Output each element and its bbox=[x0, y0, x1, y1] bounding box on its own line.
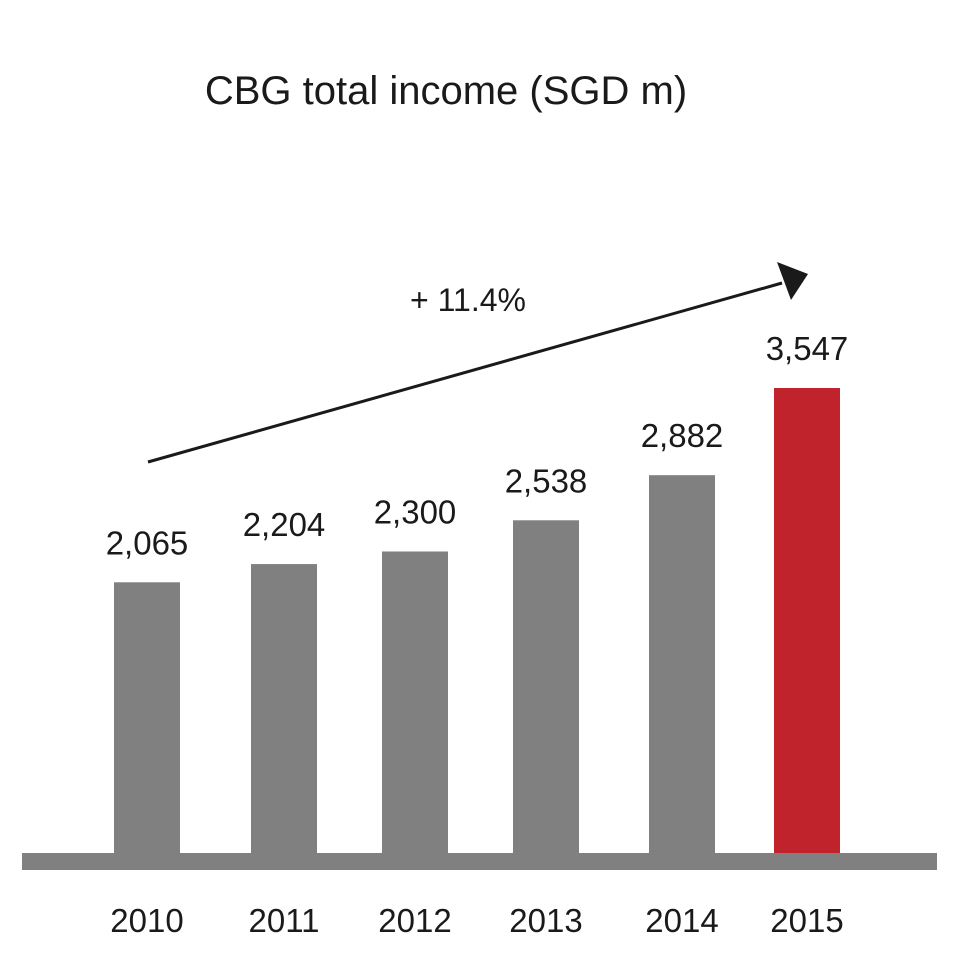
bar-2011 bbox=[251, 564, 317, 853]
value-label-2012: 2,300 bbox=[374, 493, 457, 530]
value-label-2015: 3,547 bbox=[766, 330, 849, 367]
value-label-2014: 2,882 bbox=[641, 417, 724, 454]
x-tick-label-2010: 2010 bbox=[110, 902, 183, 939]
x-axis-baseline bbox=[22, 853, 937, 870]
x-tick-label-2015: 2015 bbox=[770, 902, 843, 939]
growth-rate-label: + 11.4% bbox=[410, 282, 526, 318]
x-tick-label-2012: 2012 bbox=[378, 902, 451, 939]
bar-2014 bbox=[649, 475, 715, 853]
x-tick-label-2011: 2011 bbox=[249, 902, 320, 939]
x-tick-labels-group: 2010 2011 2012 2013 2014 2015 bbox=[110, 902, 843, 939]
x-tick-label-2014: 2014 bbox=[645, 902, 718, 939]
bar-2012 bbox=[382, 551, 448, 853]
growth-arrow bbox=[147, 262, 808, 464]
value-labels-group: 2,065 2,204 2,300 2,538 2,882 3,547 bbox=[106, 330, 849, 561]
growth-arrowhead-icon bbox=[777, 262, 808, 300]
x-tick-label-2013: 2013 bbox=[509, 902, 582, 939]
value-label-2010: 2,065 bbox=[106, 524, 189, 561]
bar-2013 bbox=[513, 520, 579, 853]
bar-2010 bbox=[114, 582, 180, 853]
bars-group bbox=[114, 388, 840, 853]
bar-2015 bbox=[774, 388, 840, 853]
chart-title: CBG total income (SGD m) bbox=[205, 69, 687, 113]
value-label-2013: 2,538 bbox=[505, 462, 588, 499]
growth-arrow-line bbox=[147, 281, 783, 464]
value-label-2011: 2,204 bbox=[243, 506, 326, 543]
